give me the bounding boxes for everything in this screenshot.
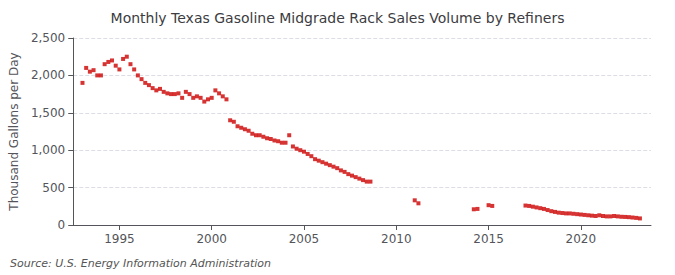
svg-text:2005: 2005	[289, 232, 320, 246]
svg-text:Source: U.S. Energy Informatio: Source: U.S. Energy Information Administ…	[10, 257, 271, 270]
svg-text:2015: 2015	[473, 232, 504, 246]
svg-text:Monthly Texas Gasoline Midgrad: Monthly Texas Gasoline Midgrade Rack Sal…	[111, 10, 565, 26]
svg-text:0: 0	[58, 218, 66, 232]
svg-text:2000: 2000	[196, 232, 227, 246]
svg-text:1995: 1995	[104, 232, 135, 246]
svg-text:2,500: 2,500	[31, 31, 65, 45]
svg-text:2020: 2020	[566, 232, 597, 246]
svg-text:2010: 2010	[381, 232, 412, 246]
svg-text:1,000: 1,000	[31, 143, 65, 157]
svg-text:500: 500	[42, 181, 65, 195]
svg-text:2,000: 2,000	[31, 68, 65, 82]
svg-text:1,500: 1,500	[31, 106, 65, 120]
svg-text:Thousand Gallons per Day: Thousand Gallons per Day	[7, 52, 21, 211]
